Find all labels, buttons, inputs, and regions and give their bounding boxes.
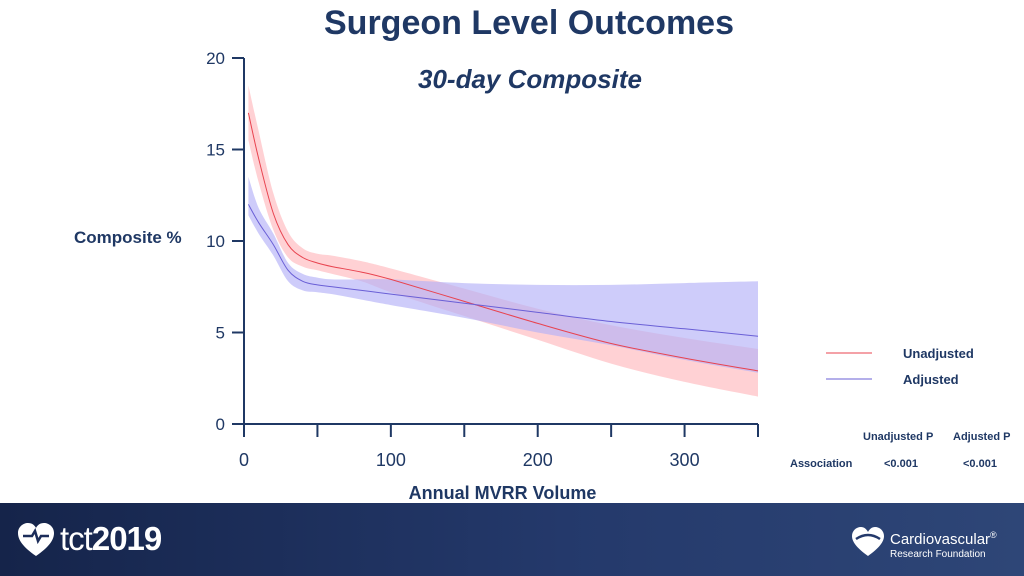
crf-brand-reg: ®: [990, 530, 997, 540]
y-tick-label: 10: [206, 232, 225, 251]
p-value-unadjusted: <0.001: [884, 458, 918, 470]
series-line-unadjusted: [247, 112, 759, 372]
heart-logo-icon: [18, 523, 54, 556]
page-title: Surgeon Level Outcomes: [324, 4, 734, 42]
y-tick-label: 5: [216, 324, 225, 343]
ci-band-unadjusted: [248, 85, 758, 397]
x-axis-label: Annual MVRR Volume: [408, 483, 597, 503]
tct-brand: tct2019: [60, 520, 162, 558]
crf-brand: Cardiovascular® Research Foundation: [890, 527, 997, 561]
p-header-adjusted: Adjusted P: [953, 431, 1011, 443]
ci-band-adjusted: [248, 176, 758, 373]
footer-banner: tct2019 Cardiovascular® Research Foundat…: [0, 503, 1024, 576]
legend-label-unadjusted: Unadjusted: [903, 346, 974, 361]
p-value-adjusted: <0.001: [963, 458, 997, 470]
x-tick-label: 300: [670, 450, 700, 470]
p-header-unadjusted: Unadjusted P: [863, 431, 934, 443]
tct-brand-year: 2019: [91, 520, 162, 557]
y-tick-label: 0: [216, 415, 225, 434]
x-tick-label: 0: [239, 450, 249, 470]
crf-brand-line2: Research Foundation: [890, 549, 986, 560]
y-axis-label: Composite %: [74, 228, 182, 247]
tct-brand-prefix: tct: [60, 520, 93, 557]
series-line-adjusted: [247, 204, 759, 337]
x-tick-label: 100: [376, 450, 406, 470]
chart-subtitle: 30-day Composite: [418, 64, 642, 94]
y-tick-label: 15: [206, 141, 225, 160]
y-tick-label: 20: [206, 49, 225, 68]
p-row-label: Association: [790, 458, 853, 470]
crf-heart-logo-icon: [852, 527, 884, 556]
x-tick-label: 200: [523, 450, 553, 470]
crf-brand-line1: Cardiovascular: [890, 531, 991, 548]
legend-label-adjusted: Adjusted: [903, 372, 959, 387]
